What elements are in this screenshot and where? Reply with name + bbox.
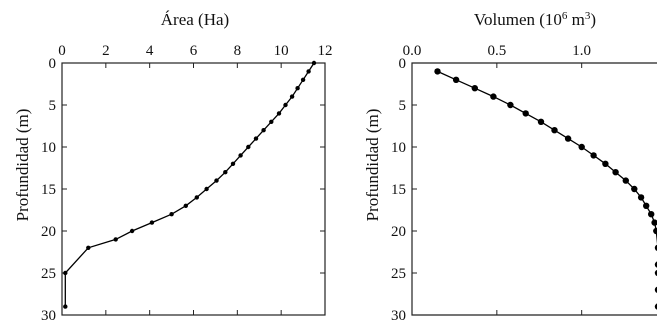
right-series-line xyxy=(437,70,657,245)
left-data-point xyxy=(295,86,300,91)
right-y-tick-label: 0 xyxy=(399,56,407,72)
right-data-point xyxy=(537,118,545,126)
left-data-point xyxy=(276,111,282,116)
right-data-point xyxy=(434,68,441,75)
left-series-points xyxy=(63,60,317,309)
left-data-point xyxy=(149,220,155,225)
left-series-line xyxy=(64,62,315,307)
left-data-point xyxy=(311,60,317,66)
right-data-point xyxy=(643,202,650,209)
left-data-point xyxy=(86,245,91,250)
right-data-point xyxy=(452,76,460,84)
left-y-tick-label: 15 xyxy=(41,182,56,198)
right-data-point xyxy=(631,185,638,193)
right-data-point xyxy=(590,152,597,159)
right-tick-group xyxy=(411,62,583,316)
right-data-point xyxy=(471,85,478,92)
right-data-point xyxy=(648,211,655,218)
left-data-point xyxy=(300,77,306,83)
right-x-tick-label: 0.5 xyxy=(487,43,506,59)
right-data-point xyxy=(507,101,514,109)
right-data-point xyxy=(602,160,609,167)
left-data-point xyxy=(183,203,188,208)
right-plot-frame xyxy=(411,62,657,316)
left-data-point xyxy=(230,161,236,166)
left-x-tick-label: 0 xyxy=(58,43,66,59)
right-data-point xyxy=(637,194,645,201)
right-data-point xyxy=(551,127,558,134)
left-y-tick-label: 20 xyxy=(41,224,56,240)
left-data-point xyxy=(289,94,295,99)
left-plot-frame xyxy=(61,62,326,316)
right-y-axis-title: Profundidad (m) xyxy=(363,109,382,222)
right-data-point xyxy=(522,110,529,117)
right-data-point xyxy=(654,269,657,277)
right-y-tick-label: 10 xyxy=(391,140,406,156)
left-y-axis-title: Profundidad (m) xyxy=(13,109,32,222)
left-data-point xyxy=(253,136,259,141)
left-x-axis-title: Área (Ha) xyxy=(161,10,229,29)
right-y-tick-label: 15 xyxy=(391,182,406,198)
area-depth-chart: Área (Ha) Profundidad (m) 0 2 4 6 8 10 12 0 5 10 1… xyxy=(13,10,333,324)
right-y-tick-label: 5 xyxy=(399,98,407,114)
left-x-tick-label: 6 xyxy=(190,43,198,59)
right-data-point xyxy=(654,286,657,293)
right-x-axis-title: Volumen (106 m3) xyxy=(474,10,596,29)
left-data-point xyxy=(261,128,266,133)
right-data-point xyxy=(654,244,657,251)
left-data-point xyxy=(169,212,174,217)
right-data-point xyxy=(578,143,585,151)
left-y-tick-label: 0 xyxy=(49,56,57,72)
left-x-tick-label: 8 xyxy=(234,43,242,59)
left-data-point xyxy=(63,270,68,276)
left-tick-group xyxy=(61,62,326,316)
right-data-point xyxy=(651,219,657,226)
left-x-tick-label: 4 xyxy=(146,43,154,59)
left-x-tick-label: 2 xyxy=(102,43,110,59)
right-data-point xyxy=(622,177,629,184)
left-tick-label-group: 0 2 4 6 8 10 12 0 5 10 15 20 25 30 xyxy=(41,43,333,324)
right-series-points xyxy=(434,68,657,310)
left-data-point xyxy=(194,195,199,200)
right-x-tick-label: 0.0 xyxy=(403,43,422,59)
left-data-point xyxy=(129,228,135,234)
left-data-point xyxy=(223,170,228,175)
left-data-point xyxy=(204,186,209,192)
left-data-point xyxy=(214,178,219,183)
right-data-point xyxy=(490,93,497,100)
left-data-point xyxy=(246,144,251,150)
right-data-point xyxy=(654,261,657,268)
left-data-point xyxy=(269,119,274,125)
right-x-tick-label: 1.0 xyxy=(572,43,591,59)
left-y-tick-label: 30 xyxy=(41,308,56,324)
left-x-tick-label: 10 xyxy=(274,43,289,59)
right-y-tick-label: 30 xyxy=(391,308,406,324)
left-y-tick-label: 5 xyxy=(49,98,57,114)
left-data-point xyxy=(283,102,288,108)
left-data-point xyxy=(113,237,118,242)
right-data-point xyxy=(564,135,572,142)
volume-depth-chart: Volumen (106 m3) Profundidad (m) 0.0 0.5 1… xyxy=(363,10,657,324)
left-y-tick-label: 25 xyxy=(41,266,56,282)
left-y-tick-label: 10 xyxy=(41,140,56,156)
left-data-point xyxy=(238,153,243,158)
left-data-point xyxy=(306,69,311,74)
left-data-point xyxy=(63,304,68,309)
right-data-point xyxy=(612,169,619,176)
right-tick-label-group: 0.0 0.5 1.0 0 5 10 15 20 25 30 xyxy=(391,43,591,324)
right-y-tick-label: 20 xyxy=(391,224,406,240)
right-y-tick-label: 25 xyxy=(391,266,406,282)
left-x-tick-label: 12 xyxy=(318,43,333,59)
right-data-point xyxy=(654,303,657,310)
right-data-point xyxy=(653,227,657,235)
